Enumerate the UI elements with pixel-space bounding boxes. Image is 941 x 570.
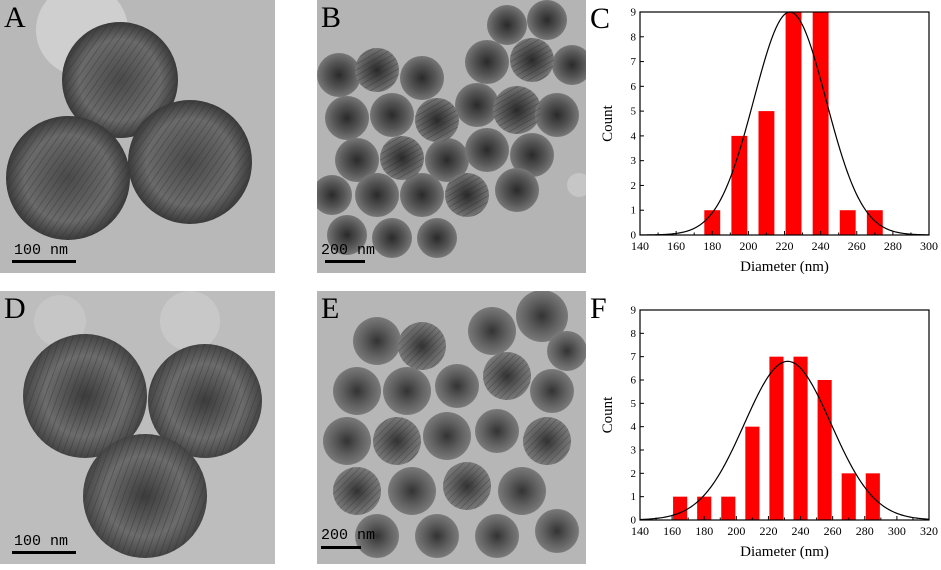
histogram-c-bar — [704, 210, 721, 235]
histogram-f-ylabel: Count — [600, 396, 616, 434]
histogram-f-plot: 140 160 180 200 220 240 260 280 300 320 0 1 2 3 4 5 6 7 8 9… — [600, 305, 938, 561]
histogram-c-xtick-label: 160 — [667, 239, 685, 253]
histogram-c-xtick-label: 280 — [884, 239, 902, 253]
histogram-f-xtick-label: 160 — [663, 524, 681, 538]
histogram-f-bar — [841, 473, 856, 520]
histogram-f-xtick-label: 200 — [727, 524, 745, 538]
nanosphere — [148, 344, 262, 458]
histogram-c-xtick-label: 220 — [776, 239, 794, 253]
histogram-f-plot-frame — [639, 309, 930, 521]
histogram-c-xtick-label: 140 — [631, 239, 649, 253]
histogram-c-xtick-label: 180 — [703, 239, 721, 253]
histogram-f-xlabel: Diameter (nm) — [740, 544, 829, 560]
histogram-f-xtick-label: 320 — [920, 524, 938, 538]
histogram-c-ytick-label: 3 — [631, 155, 637, 167]
histogram-c-xlabel: Diameter (nm) — [740, 259, 829, 275]
nanosphere — [6, 116, 130, 240]
scale-label-a: 100 nm — [14, 242, 69, 259]
scale-label-b: 200 nm — [321, 242, 376, 259]
scale-bar-d — [12, 551, 76, 554]
histogram-f-xtick-label: 180 — [695, 524, 713, 538]
scale-bar-a — [12, 260, 76, 263]
nanosphere — [128, 100, 252, 224]
histogram-f-bar — [721, 496, 736, 520]
histogram-f-ytick-label: 6 — [631, 375, 637, 387]
panel-label-d: D — [4, 292, 26, 325]
histogram-c-xtick-label: 300 — [920, 239, 938, 253]
histogram-c-fit-curve — [639, 11, 930, 236]
histogram-c-bar — [812, 12, 829, 235]
panel-label-f: F — [590, 292, 607, 325]
nanosphere — [83, 434, 207, 558]
scale-label-d: 100 nm — [14, 533, 69, 550]
histogram-c-bar — [785, 12, 802, 235]
histogram-f-bar — [745, 426, 760, 520]
histogram-f-ytick-label: 9 — [631, 305, 637, 317]
histogram-c-ytick-label: 6 — [631, 81, 637, 93]
histogram-f-ytick-label: 0 — [631, 515, 637, 527]
histogram-f-ytick-label: 2 — [631, 468, 637, 480]
scale-label-e: 200 nm — [321, 527, 376, 544]
histogram-c-ylabel: Count — [600, 104, 616, 142]
histogram-f-bar — [673, 496, 688, 520]
histogram-f-xtick-label: 220 — [759, 524, 777, 538]
histogram-f-ytick-label: 4 — [631, 421, 637, 433]
histogram-f-bar — [817, 380, 832, 520]
histogram-c-bar — [866, 210, 883, 235]
tem-image-e: E 200 nm — [317, 291, 586, 564]
histogram-f-ytick-label: 5 — [631, 398, 637, 410]
histogram-c-xtick-label: 240 — [812, 239, 830, 253]
histogram-f-ytick-label: 7 — [631, 351, 637, 363]
histogram-c-bar — [758, 111, 775, 235]
histogram-c-plot-frame — [639, 11, 930, 236]
histogram-f-ytick-label: 1 — [631, 491, 637, 503]
scale-bar-e — [321, 546, 361, 549]
nanosphere — [23, 334, 147, 458]
panel-label-c: C — [590, 2, 611, 35]
tem-image-b: B 200 nm — [317, 0, 586, 273]
panel-label-e: E — [321, 292, 340, 325]
histogram-c-ytick-label: 8 — [631, 31, 637, 43]
histogram-c-ytick-label: 5 — [631, 106, 637, 118]
histogram-f-xtick-label: 240 — [792, 524, 810, 538]
histogram-c-ytick-label: 0 — [631, 230, 637, 242]
histogram-c-ytick-label: 7 — [631, 56, 637, 68]
histogram-f-bar — [793, 356, 808, 520]
histogram-f-xtick-label: 260 — [824, 524, 842, 538]
panel-label-a: A — [4, 1, 26, 34]
histogram-c-xtick-label: 200 — [739, 239, 757, 253]
histogram-f-ytick-label: 3 — [631, 445, 637, 457]
histogram-c: C 140 160 180 200 220 240 260 280 300 0 1 2 3 4 5 6 7 8 9 D… — [590, 0, 940, 285]
nanosphere — [62, 22, 178, 138]
histogram-f-xtick-label: 140 — [631, 524, 649, 538]
histogram-f-fit-curve — [639, 360, 930, 521]
histogram-f-ytick-label: 8 — [631, 328, 637, 340]
tem-image-a: A 100 nm — [0, 0, 275, 273]
histogram-c-ytick-label: 1 — [631, 205, 637, 217]
histogram-f-bar — [769, 356, 784, 520]
histogram-c-ytick-label: 9 — [631, 7, 637, 19]
histogram-c-bar — [839, 210, 856, 235]
tem-image-d: D 100 nm — [0, 291, 275, 564]
histogram-c-plot: 140 160 180 200 220 240 260 280 300 0 1 2 3 4 5 6 7 8 9 Dia… — [600, 7, 938, 276]
histogram-c-xtick-label: 260 — [848, 239, 866, 253]
scale-bar-b — [325, 260, 365, 263]
histogram-f-xtick-label: 300 — [888, 524, 906, 538]
histogram-f: F 140 160 180 200 220 240 260 280 300 320 0 1 2 3 4 5 6 7… — [590, 290, 940, 570]
histogram-c-ytick-label: 2 — [631, 180, 637, 192]
histogram-c-bar — [731, 135, 748, 235]
histogram-c-ytick-label: 4 — [631, 130, 637, 142]
panel-label-b: B — [321, 1, 342, 34]
histogram-f-xtick-label: 280 — [856, 524, 874, 538]
histogram-f-bar — [697, 496, 712, 520]
